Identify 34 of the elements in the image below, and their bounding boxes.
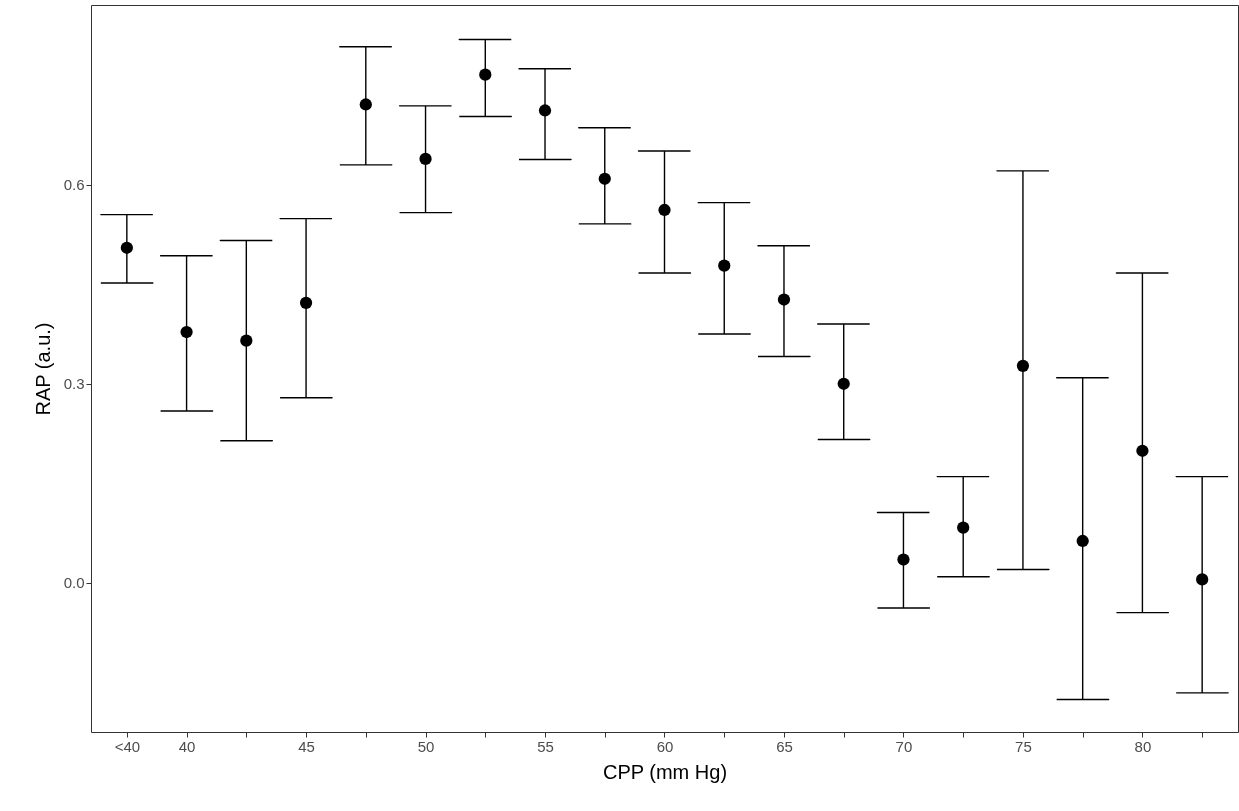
point — [180, 325, 193, 339]
point — [479, 68, 492, 81]
point — [957, 521, 970, 534]
point — [897, 553, 910, 566]
x-tick-label: 55 — [537, 737, 554, 755]
y-tick-label: 0.0 — [63, 574, 85, 592]
x-tick-label: 70 — [895, 737, 913, 755]
y-axis-title: RAP (a.u.) — [31, 322, 54, 416]
x-tick-label: 60 — [656, 737, 674, 755]
point — [299, 296, 313, 309]
point — [120, 241, 133, 254]
y-tick-label: 0.6 — [63, 176, 85, 194]
x-axis-title: CPP (mm Hg) — [602, 760, 728, 783]
point — [777, 293, 791, 306]
point — [240, 334, 253, 347]
point — [1196, 573, 1209, 586]
x-tick-label: 80 — [1134, 737, 1152, 755]
x-tick-label: <40 — [114, 737, 141, 755]
x-tick-label: 75 — [1015, 737, 1032, 755]
point — [658, 203, 671, 217]
x-tick-label: 40 — [178, 737, 196, 755]
point — [837, 377, 850, 390]
y-tick-label: 0.3 — [63, 375, 85, 393]
x-tick-label: 50 — [417, 737, 435, 755]
point — [538, 104, 552, 117]
point — [1076, 534, 1089, 548]
point — [598, 172, 611, 185]
point — [718, 259, 731, 272]
x-tick-label: 45 — [298, 737, 315, 755]
point — [359, 98, 372, 111]
point — [419, 152, 432, 165]
point — [1016, 359, 1030, 372]
x-tick-label: 65 — [776, 737, 793, 755]
point — [1136, 444, 1149, 457]
